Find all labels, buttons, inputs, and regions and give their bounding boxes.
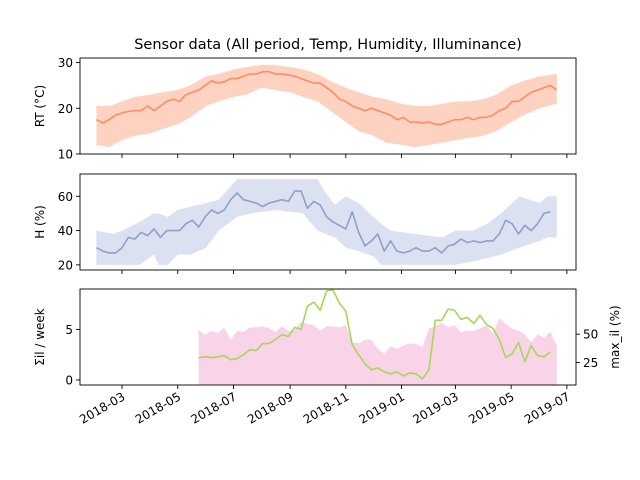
panel-frame-3: [79, 288, 577, 386]
plot-area-3: [198, 289, 557, 385]
plot-area-1: [96, 64, 558, 148]
y-tick-label: 40: [58, 224, 73, 238]
x-tick-label: 2019-05: [466, 389, 516, 426]
shared-x-axis: 2018-03 2018-05 2018-07 2018-09 2018-11 2019-…: [77, 389, 572, 426]
x-tick-label: 2019-01: [357, 389, 407, 426]
x-tick-label: 2019-03: [411, 389, 461, 426]
range-band-2: [96, 179, 557, 265]
y-right-tick-label: 25: [583, 356, 598, 370]
x-tick-label: 2018-07: [189, 389, 239, 426]
series-line-3: [198, 289, 551, 380]
panel-3: 0 5 25 50 Σil / week max_il (%): [33, 288, 622, 389]
y-tick-label: 0: [65, 373, 73, 387]
series-line-2: [96, 190, 551, 254]
y-axis-label-2: H (%): [33, 205, 47, 239]
y-tick-label: 60: [58, 190, 73, 204]
panel-frame-1: [79, 57, 577, 155]
figure-title: Sensor data (All period, Temp, Humidity,…: [134, 37, 522, 53]
x-tick-label: 2018-05: [133, 389, 183, 426]
range-band-1: [96, 64, 557, 148]
y-axis-label-1: RT (°C): [33, 85, 47, 127]
y-right-tick-label: 50: [583, 328, 598, 342]
y-tick-label: 20: [58, 102, 73, 116]
x-tick-label: 2018-11: [301, 389, 351, 426]
y-tick-label: 30: [58, 56, 73, 70]
x-tick-label: 2018-09: [245, 389, 295, 426]
x-tick-label: 2019-07: [522, 389, 572, 426]
y-tick-label: 20: [58, 258, 73, 272]
y-axis-right-label: max_il (%): [608, 305, 622, 368]
panels: 10 20 30 RT (°C) 20 40 60 H (%) 0 5 25 50 Σil / week…: [33, 56, 622, 389]
panel-2: 20 40 60 H (%): [33, 173, 577, 274]
max-il-area: [198, 318, 557, 385]
panel-frame-2: [79, 173, 577, 271]
y-tick-label: 5: [65, 323, 73, 337]
plot-area-2: [96, 179, 557, 265]
y-tick-label: 10: [58, 148, 73, 162]
y-axis-label-3: Σil / week: [33, 308, 47, 366]
panel-1: 10 20 30 RT (°C): [33, 56, 577, 162]
x-tick-label: 2018-03: [77, 389, 127, 426]
